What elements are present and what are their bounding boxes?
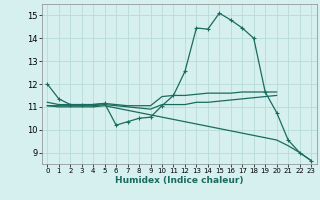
- X-axis label: Humidex (Indice chaleur): Humidex (Indice chaleur): [115, 176, 244, 185]
